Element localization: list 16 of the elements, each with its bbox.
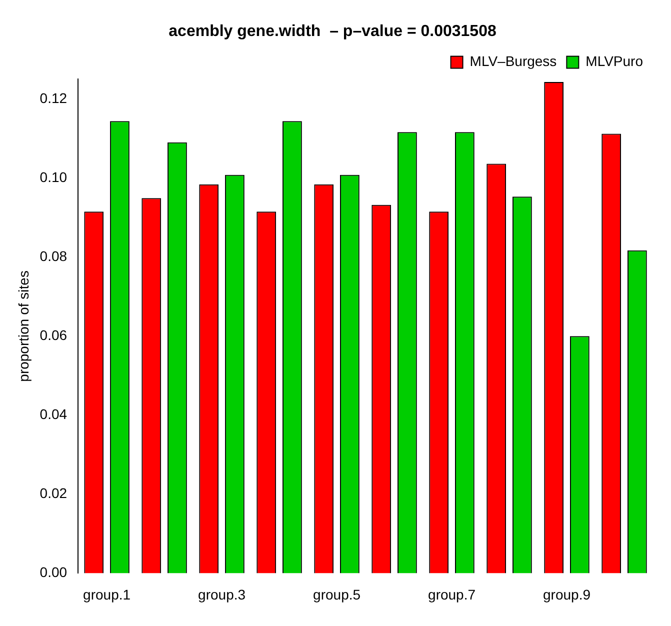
x-tick-label: group.3 <box>198 586 246 602</box>
x-tick-label: group.5 <box>313 586 361 602</box>
chart-title: acembly gene.width – p–value = 0.0031508 <box>168 23 496 40</box>
y-tick-label: 0.00 <box>40 564 68 580</box>
x-tick-label: group.1 <box>83 586 131 602</box>
y-tick-label: 0.10 <box>40 168 68 185</box>
x-tick-label: group.7 <box>428 586 476 602</box>
y-tick-label: 0.08 <box>40 248 68 264</box>
legend-label: MLV–Burgess <box>470 53 557 70</box>
y-axis-title: proportion of sites <box>15 270 32 382</box>
x-tick-label: group.9 <box>543 586 591 602</box>
y-tick-label: 0.02 <box>40 485 68 502</box>
y-tick-label: 0.12 <box>40 90 68 106</box>
legend-label: MLVPuro <box>586 53 644 70</box>
y-tick-label: 0.04 <box>40 406 68 422</box>
y-tick-label: 0.06 <box>40 326 68 343</box>
